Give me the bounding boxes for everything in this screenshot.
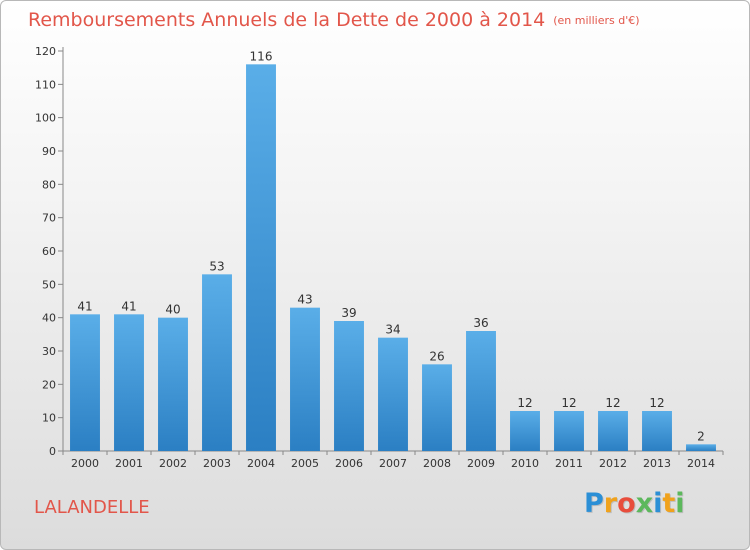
x-tick-label: 2014	[687, 457, 715, 470]
data-label: 40	[165, 303, 180, 317]
bar	[510, 411, 540, 451]
chart-title-text: Remboursements Annuels de la Dette de 20…	[28, 9, 546, 31]
x-tick-label: 2009	[467, 457, 495, 470]
data-label: 36	[473, 316, 488, 330]
x-tick-label: 2011	[555, 457, 583, 470]
chart-title: Remboursements Annuels de la Dette de 20…	[28, 9, 640, 31]
data-label: 41	[77, 299, 92, 313]
bar	[554, 411, 584, 451]
logo-letter: r	[603, 488, 618, 519]
logo-letter: x	[635, 488, 654, 519]
bar	[158, 317, 188, 451]
bar	[686, 444, 716, 451]
x-tick-label: 2006	[335, 457, 363, 470]
x-tick-label: 2000	[71, 457, 99, 470]
x-tick-label: 2008	[423, 457, 451, 470]
y-tick-label: 60	[42, 245, 56, 258]
bar	[334, 321, 364, 451]
chart-unit: (en milliers d'€)	[553, 14, 640, 27]
logo-letter: t	[662, 488, 676, 519]
logo-letter: i	[653, 488, 663, 519]
bar	[202, 274, 232, 451]
data-label: 39	[341, 306, 356, 320]
data-label: 116	[250, 49, 273, 63]
data-label: 12	[517, 396, 532, 410]
data-label: 2	[697, 429, 705, 443]
chart-bars	[70, 64, 716, 452]
y-tick-label: 20	[42, 378, 56, 391]
logo-letter: o	[617, 488, 636, 519]
bar	[642, 411, 672, 451]
y-tick-label: 70	[42, 212, 56, 225]
bar	[422, 364, 452, 451]
data-label: 41	[121, 299, 136, 313]
data-label: 12	[605, 396, 620, 410]
y-tick-label: 10	[42, 412, 56, 425]
data-label: 26	[429, 349, 444, 363]
y-tick-label: 90	[42, 145, 56, 158]
bar	[114, 314, 144, 451]
bar	[70, 314, 100, 451]
x-tick-label: 2002	[159, 457, 187, 470]
y-tick-label: 50	[42, 278, 56, 291]
y-tick-label: 100	[35, 112, 56, 125]
x-tick-label: 2010	[511, 457, 539, 470]
data-label: 53	[209, 259, 224, 273]
bar	[290, 307, 320, 451]
y-tick-label: 0	[49, 445, 56, 458]
data-label: 12	[649, 396, 664, 410]
y-tick-label: 110	[35, 78, 56, 91]
bar	[378, 337, 408, 451]
y-tick-label: 120	[35, 45, 56, 58]
x-tick-label: 2003	[203, 457, 231, 470]
bar	[246, 64, 276, 452]
y-tick-label: 80	[42, 178, 56, 191]
logo-letter: P	[584, 488, 604, 519]
x-tick-label: 2001	[115, 457, 143, 470]
logo-letter: i	[675, 488, 685, 519]
chart-data-labels: 41 41 40 53 116 43 39 34 26 36 12 12 12 12 2	[77, 49, 704, 443]
x-tick-label: 2005	[291, 457, 319, 470]
x-tick-label: 2012	[599, 457, 627, 470]
bar	[466, 331, 496, 451]
y-tick-label: 30	[42, 345, 56, 358]
data-label: 12	[561, 396, 576, 410]
y-tick-label: 40	[42, 312, 56, 325]
data-label: 34	[385, 323, 400, 337]
x-tick-label: 2013	[643, 457, 671, 470]
x-tick-label: 2007	[379, 457, 407, 470]
city-name: LALANDELLE	[34, 497, 150, 518]
x-tick-label: 2004	[247, 457, 275, 470]
proxiti-logo: Proxiti	[584, 488, 685, 519]
bar	[598, 411, 628, 451]
data-label: 43	[297, 293, 312, 307]
